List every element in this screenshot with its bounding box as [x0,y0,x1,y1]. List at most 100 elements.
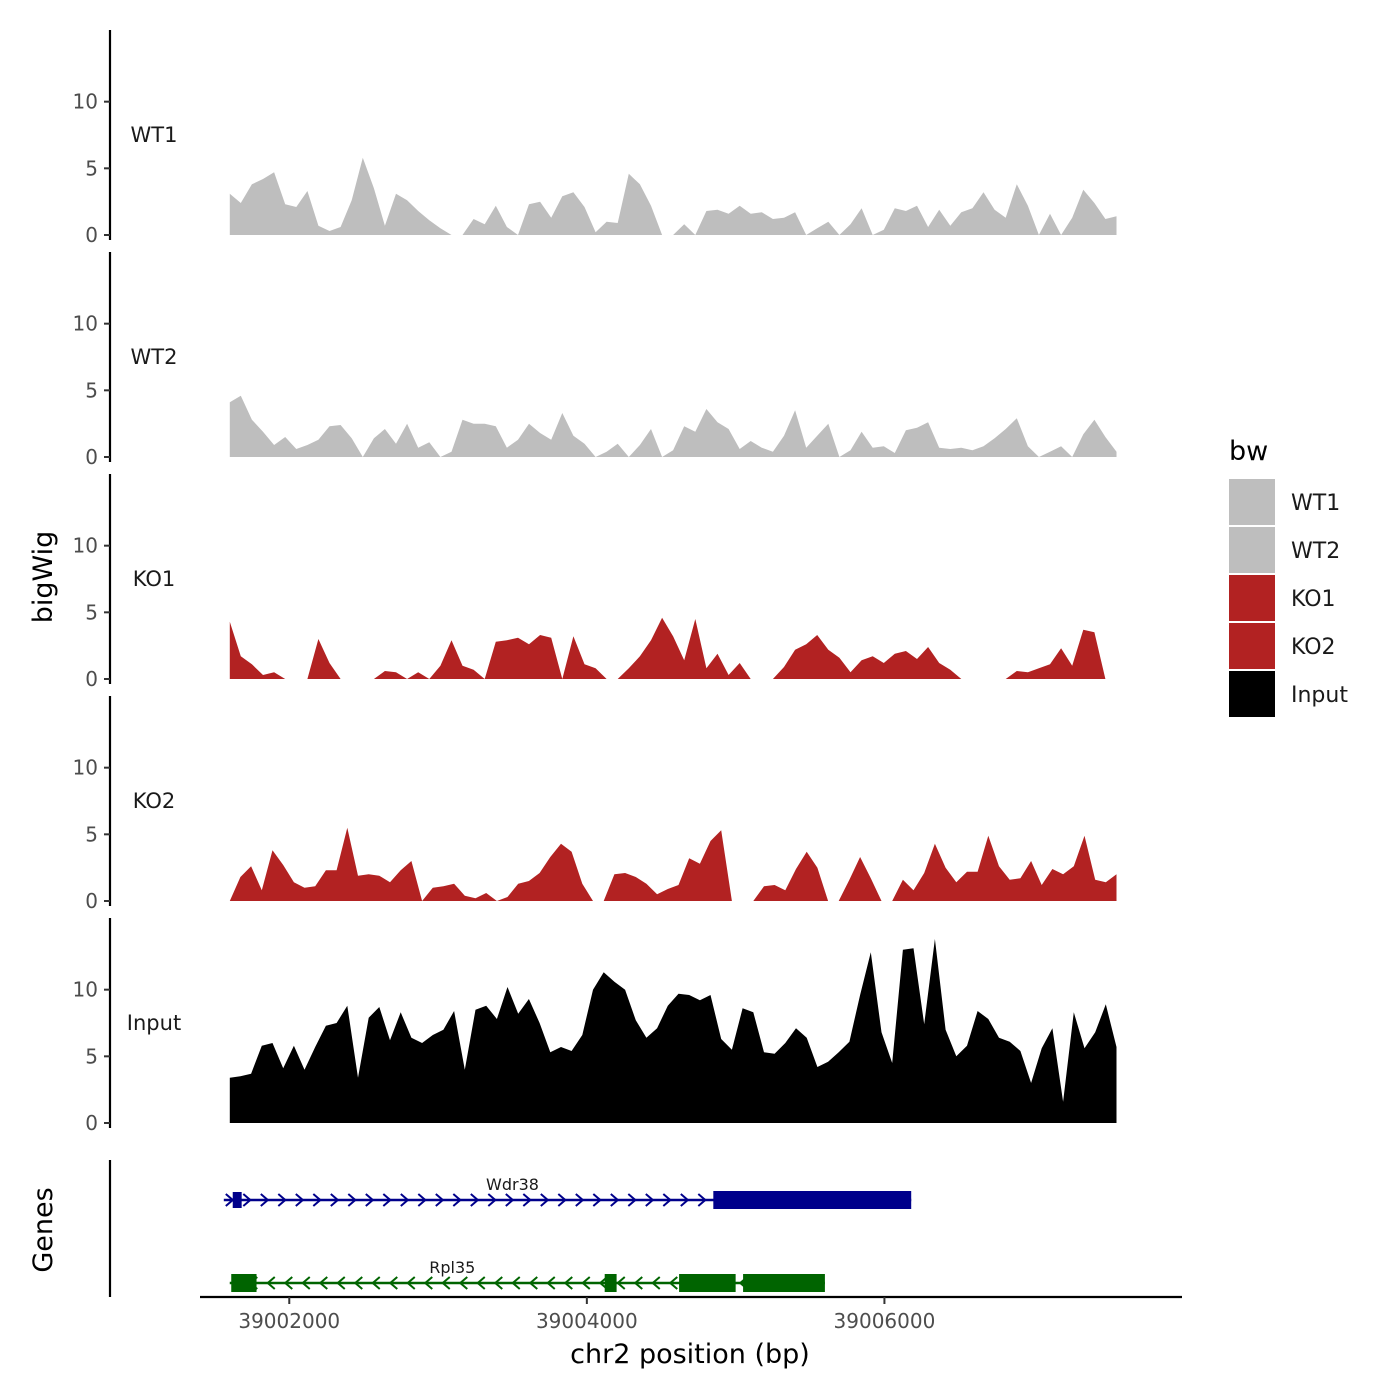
legend-key-wt1 [1229,479,1275,525]
strand-chevron [382,1193,392,1207]
strand-chevron [277,1193,287,1207]
legend-label: WT2 [1291,539,1340,564]
strand-chevron [435,1193,445,1207]
signal-area-wt2 [229,395,1117,457]
track-panel-wt1: 0 5 10 WT1 [73,30,1117,247]
track-label: WT2 [131,345,178,369]
strand-chevron [476,1276,486,1290]
y-tick-label: 0 [85,667,98,691]
y-tick-label: 5 [85,378,98,402]
strand-chevron [511,1276,521,1290]
strand-chevron [458,1276,468,1290]
track-label: KO1 [133,567,176,591]
strand-chevron [312,1193,322,1207]
y-tick-label: 0 [85,1111,98,1135]
strand-chevron [371,1276,381,1290]
track-panel-ko2: 0 5 10 KO2 [73,696,1117,913]
strand-chevron [441,1276,451,1290]
legend-label: KO2 [1291,635,1336,660]
legend-key-input [1229,671,1275,717]
strand-chevron [616,1276,626,1290]
y-tick-label: 10 [73,756,98,780]
y-tick-label: 10 [73,534,98,558]
gene-wdr38: Wdr38 [223,1175,912,1209]
x-axis-title: chr2 position (bp) [570,1339,810,1370]
y-axis-title: bigWig [28,531,59,624]
x-tick-label: 39004000 [536,1309,638,1333]
strand-chevron [610,1193,620,1207]
gene-rpl35: Rpl35 [229,1258,825,1292]
strand-chevron [528,1276,538,1290]
strand-chevron [266,1276,276,1290]
strand-chevron [592,1193,602,1207]
strand-chevron [301,1276,311,1290]
gene-exon [713,1191,912,1209]
y-tick-label: 5 [85,600,98,624]
strand-chevron [487,1193,497,1207]
y-tick-label: 10 [73,312,98,336]
legend-key-wt2 [1229,527,1275,573]
strand-chevron [540,1193,550,1207]
strand-chevron [522,1193,532,1207]
strand-chevron [662,1193,672,1207]
x-axis: 39002000 39004000 39006000 [200,1295,1182,1333]
strand-chevron [575,1193,585,1207]
legend-key-ko1 [1229,575,1275,621]
y-tick-label: 5 [85,156,98,180]
gene-track: Wdr38 Rpl35 [108,1160,912,1297]
strand-chevron [423,1276,433,1290]
strand-chevron [388,1276,398,1290]
gene-label: Wdr38 [486,1175,539,1194]
gene-exon [232,1192,242,1208]
legend-title: bw [1229,436,1268,467]
y-tick-label: 0 [85,445,98,469]
y-tick-label: 0 [85,223,98,247]
strand-chevron [452,1193,462,1207]
track-label: Input [127,1011,181,1035]
gene-exon [604,1274,617,1292]
strand-chevron [470,1193,480,1207]
legend-label: Input [1291,683,1348,708]
gene-exon [231,1274,257,1292]
strand-chevron [242,1193,252,1207]
x-tick-label: 39002000 [238,1309,340,1333]
strand-chevron [260,1193,270,1207]
strand-chevron [633,1276,643,1290]
legend-key-ko2 [1229,623,1275,669]
strand-chevron [330,1193,340,1207]
track-panel-ko1: 0 5 10 KO1 [73,474,1117,691]
x-tick-label: 39006000 [834,1309,936,1333]
y-tick-label: 5 [85,822,98,846]
strand-chevron [417,1193,427,1207]
track-panel-wt2: 0 5 10 WT2 [73,252,1117,469]
gene-exon [743,1274,825,1292]
gene-label: Rpl35 [429,1258,475,1277]
strand-chevron [697,1193,707,1207]
strand-chevron [546,1276,556,1290]
strand-chevron [627,1193,637,1207]
strand-chevron [365,1193,375,1207]
track-panels: 0 5 10 WT1 0 5 10 WT2 0 5 10 KO1 0 5 10 KO2 0 5 10 Input [73,30,1117,1135]
strand-chevron [400,1193,410,1207]
strand-chevron [505,1193,515,1207]
strand-chevron [493,1276,503,1290]
strand-chevron [557,1193,567,1207]
track-label: WT1 [131,123,178,147]
strand-chevron [336,1276,346,1290]
strand-chevron [680,1193,690,1207]
signal-area-ko2 [229,827,1117,901]
signal-area-wt1 [229,157,1117,235]
strand-chevron [283,1276,293,1290]
strand-chevron [651,1276,661,1290]
strand-chevron [668,1276,678,1290]
y-tick-label: 0 [85,889,98,913]
strand-chevron [563,1276,573,1290]
signal-area-input [229,939,1117,1123]
track-panel-input: 0 5 10 Input [73,918,1117,1135]
signal-area-ko1 [229,617,1117,679]
y-tick-label: 10 [73,978,98,1002]
strand-chevron [353,1276,363,1290]
strand-chevron [318,1276,328,1290]
